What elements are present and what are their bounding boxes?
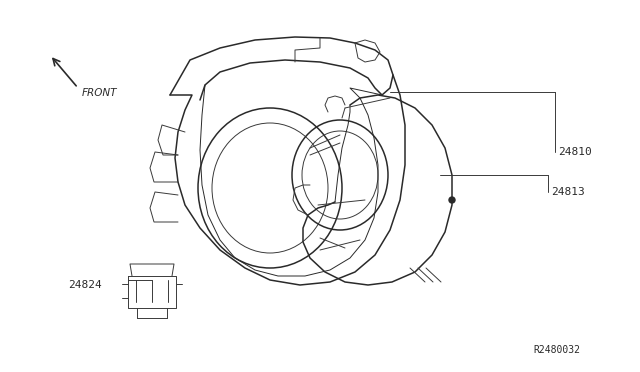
Text: 24813: 24813 xyxy=(551,187,585,197)
Text: 24810: 24810 xyxy=(558,147,592,157)
Text: FRONT: FRONT xyxy=(82,88,118,98)
Text: 24824: 24824 xyxy=(68,280,102,290)
Text: R2480032: R2480032 xyxy=(533,345,580,355)
Circle shape xyxy=(449,197,455,203)
